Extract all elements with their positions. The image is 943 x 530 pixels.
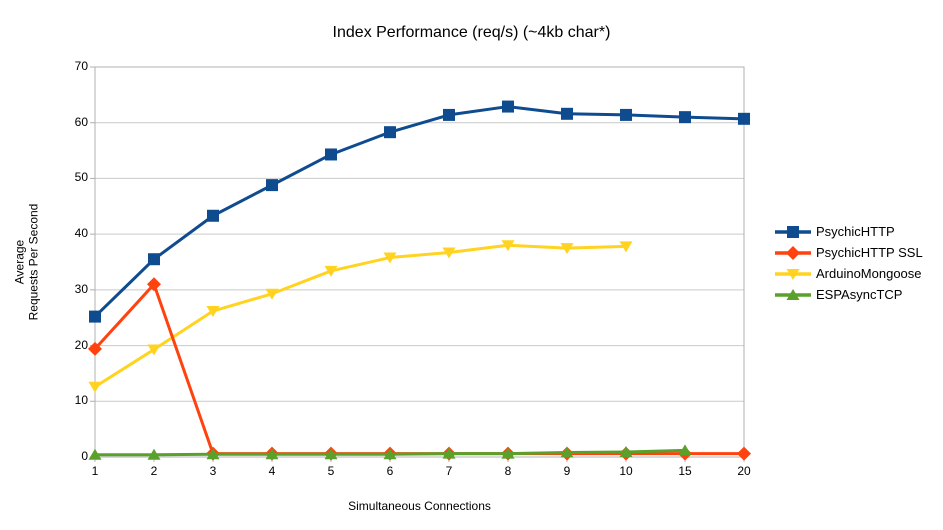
triangle-up-marker-icon xyxy=(383,448,397,460)
x-tick-label: 5 xyxy=(327,464,335,478)
triangle-up-marker-icon xyxy=(678,444,692,456)
x-tick-label: 9 xyxy=(563,464,571,478)
y-axis-title-line-1: Average xyxy=(12,239,27,285)
y-axis-title-line-2: Requests Per Second xyxy=(27,203,41,321)
x-tick-label: 6 xyxy=(386,464,394,478)
diamond-marker-icon xyxy=(88,341,102,356)
square-marker-icon xyxy=(148,253,160,266)
y-tick-label: 60 xyxy=(74,114,88,129)
legend-label: PsychicHTTP SSL xyxy=(816,245,923,260)
square-marker-icon xyxy=(207,209,219,222)
series-line-1 xyxy=(93,282,746,456)
triangle-down-marker-icon xyxy=(383,252,397,264)
y-tick-label: 40 xyxy=(74,226,88,241)
y-tick-label: 0 xyxy=(81,449,88,463)
x-tick-label: 7 xyxy=(445,464,453,478)
square-marker-icon xyxy=(266,179,278,192)
triangle-up-marker-icon xyxy=(501,447,515,459)
square-marker-icon xyxy=(679,111,691,124)
triangle-down-marker-icon xyxy=(619,241,633,253)
triangle-up-marker-icon xyxy=(619,445,633,457)
legend-item-psychichttp-ssl: PsychicHTTP SSL xyxy=(775,242,923,263)
square-marker-icon xyxy=(561,107,573,120)
triangle-up-marker-icon xyxy=(265,448,279,460)
legend-label: ArduinoMongoose xyxy=(816,266,922,281)
square-marker-icon xyxy=(325,148,337,161)
diamond-marker-icon xyxy=(147,277,161,292)
triangle-up-marker-icon xyxy=(88,448,102,460)
triangle-down-marker-icon xyxy=(206,306,220,318)
x-tick-label: 15 xyxy=(678,464,692,478)
square-marker-icon xyxy=(620,108,632,121)
square-marker-icon xyxy=(384,126,396,139)
legend-label: PsychicHTTP xyxy=(816,224,895,239)
legend-item-espasynctcp: ESPAsyncTCP xyxy=(775,284,923,305)
triangle-up-marker-icon xyxy=(206,448,220,460)
square-marker-icon xyxy=(775,225,811,238)
series-line-2 xyxy=(93,243,628,389)
chart-title: Index Performance (req/s) (~4kb char*) xyxy=(332,24,611,41)
x-tick-label: 20 xyxy=(737,464,751,478)
x-tick-label: 8 xyxy=(504,464,512,478)
diamond-marker-icon xyxy=(737,446,751,461)
triangle-up-marker-icon xyxy=(442,447,456,459)
triangle-down-marker-icon xyxy=(324,265,338,277)
legend-item-psychichttp: PsychicHTTP xyxy=(775,221,923,242)
x-tick-label: 10 xyxy=(619,464,633,478)
y-tick-label: 20 xyxy=(74,337,88,352)
square-marker-icon xyxy=(738,112,750,125)
triangle-down-marker-icon xyxy=(775,268,811,280)
legend: PsychicHTTP PsychicHTTP SSL ArduinoMongoos… xyxy=(775,221,923,305)
x-axis-title: Simultaneous Connections xyxy=(348,499,491,513)
triangle-down-marker-icon xyxy=(147,344,161,356)
y-tick-label: 50 xyxy=(74,170,88,185)
x-tick-label: 4 xyxy=(268,464,276,478)
triangle-down-marker-icon xyxy=(88,381,102,393)
triangle-up-marker-icon xyxy=(147,448,161,460)
square-marker-icon xyxy=(443,108,455,121)
y-tick-label: 30 xyxy=(74,281,88,296)
triangle-up-marker-icon xyxy=(775,288,811,300)
diamond-marker-icon xyxy=(775,245,811,260)
y-axis-title: Average Requests Per Second xyxy=(13,204,42,321)
square-marker-icon xyxy=(89,310,101,323)
square-marker-icon xyxy=(502,100,514,113)
y-tick-label: 10 xyxy=(74,393,88,408)
legend-item-arduinomongoose: ArduinoMongoose xyxy=(775,263,923,284)
triangle-up-marker-icon xyxy=(560,446,574,458)
triangle-down-marker-icon xyxy=(442,247,456,259)
triangle-down-marker-icon xyxy=(501,240,515,252)
x-tick-label: 3 xyxy=(209,464,217,478)
x-tick-label: 2 xyxy=(150,464,158,478)
triangle-down-marker-icon xyxy=(560,243,574,255)
legend-label: ESPAsyncTCP xyxy=(816,287,903,302)
series-line-0 xyxy=(93,105,746,319)
triangle-up-marker-icon xyxy=(324,448,338,460)
y-tick-label: 70 xyxy=(74,59,88,73)
x-tick-label: 1 xyxy=(91,464,99,478)
triangle-down-marker-icon xyxy=(265,288,279,300)
